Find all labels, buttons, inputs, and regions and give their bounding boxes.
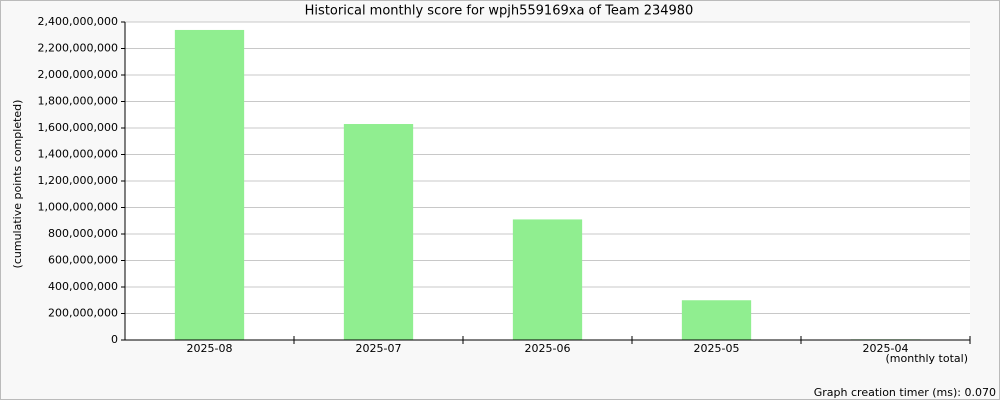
y-tick-label: 800,000,000	[48, 227, 118, 240]
y-tick-label: 0	[111, 333, 118, 346]
x-axis-label: (monthly total)	[886, 352, 969, 365]
bar	[343, 124, 414, 341]
bar	[512, 219, 583, 340]
y-tick-label: 1,200,000,000	[38, 174, 118, 187]
bar	[174, 29, 245, 340]
y-tick-label: 1,600,000,000	[38, 121, 118, 134]
y-axis-label: (cumulative points completed)	[11, 100, 24, 269]
chart-title: Historical monthly score for wpjh559169x…	[305, 4, 694, 19]
y-tick-label: 2,000,000,000	[38, 68, 118, 81]
footer: Graph creation timer (ms): 0.070	[814, 386, 996, 399]
y-tick-label: 200,000,000	[48, 307, 118, 320]
x-tick-label: 2025-08	[187, 342, 233, 355]
x-tick-label: 2025-04	[863, 342, 909, 355]
x-tick-label: 2025-05	[694, 342, 740, 355]
y-tick-label: 1,000,000,000	[38, 201, 118, 214]
y-tick-label: 2,200,000,000	[38, 42, 118, 55]
x-tick-label: 2025-06	[525, 342, 571, 355]
y-tick-label: 1,800,000,000	[38, 95, 118, 108]
y-tick-label: 1,400,000,000	[38, 148, 118, 161]
y-tick-label: 400,000,000	[48, 280, 118, 293]
y-tick-label: 2,400,000,000	[38, 15, 118, 28]
y-tick-label: 600,000,000	[48, 254, 118, 267]
bar	[681, 300, 752, 340]
x-tick-label: 2025-07	[356, 342, 402, 355]
